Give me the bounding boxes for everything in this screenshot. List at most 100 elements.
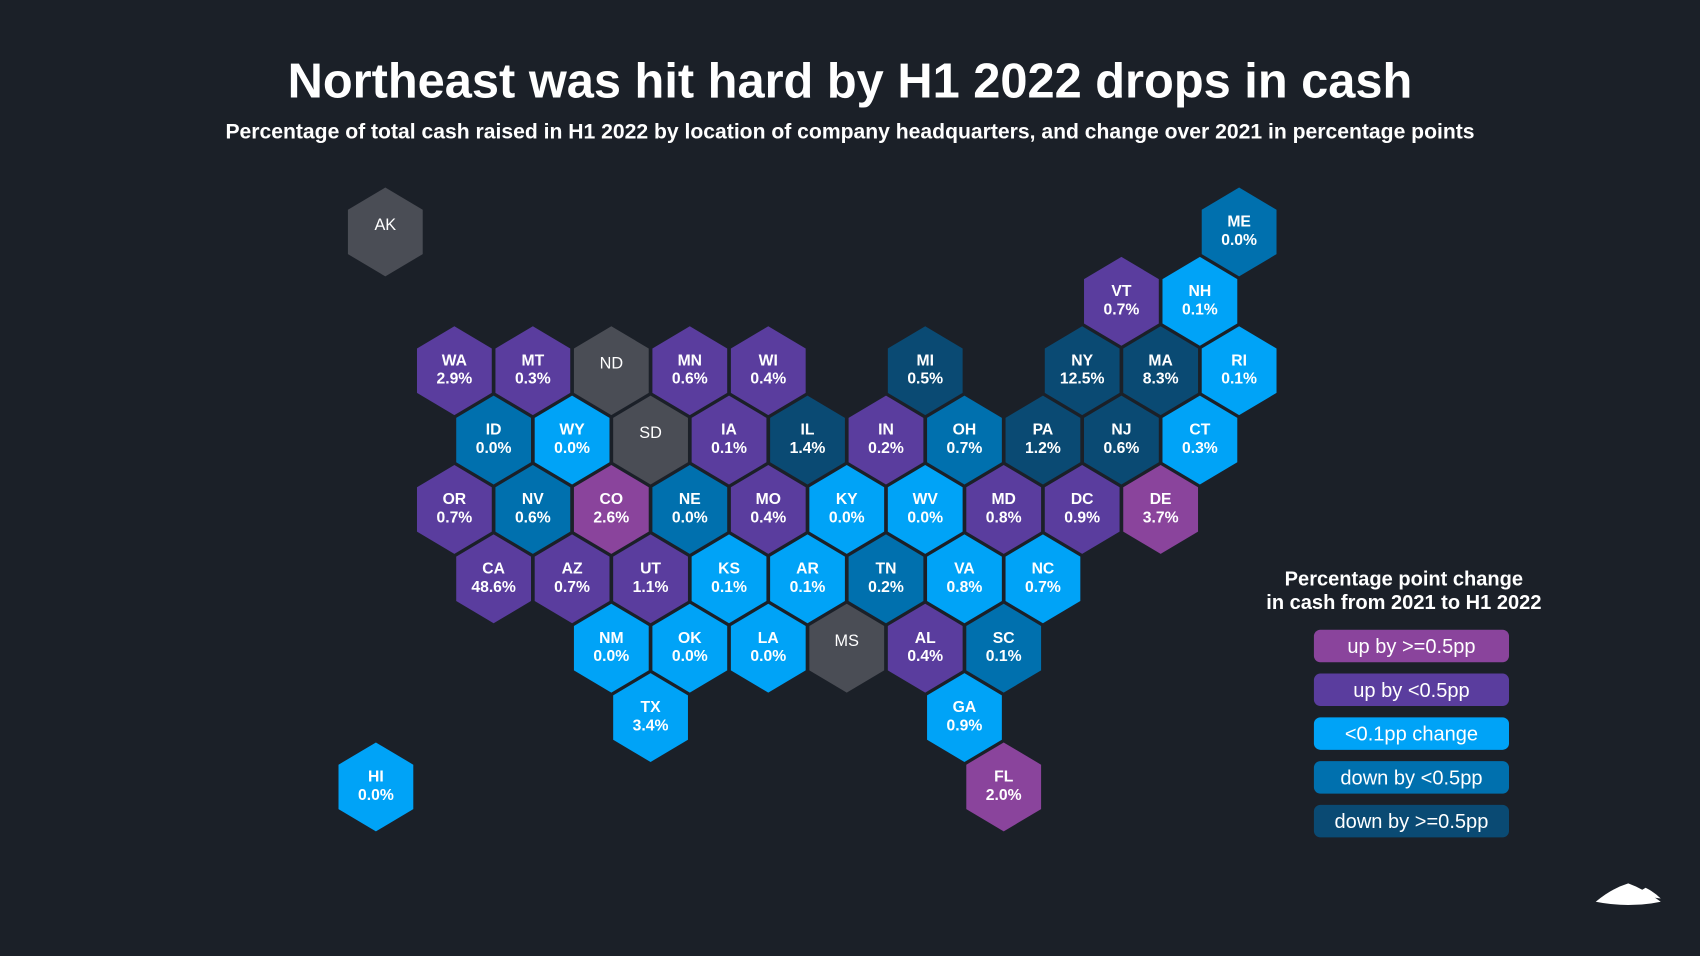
- state-hex-ms: MS: [809, 603, 885, 693]
- state-hex-ga: GA 0.9%: [927, 673, 1002, 762]
- state-code-label: AZ: [562, 560, 583, 577]
- state-hex-md: MD0.8%: [966, 464, 1042, 554]
- state-code-label: WA: [442, 352, 467, 369]
- state-value-label: 0.1%: [711, 440, 747, 457]
- state-hex-me: ME0.0%: [1201, 187, 1277, 277]
- state-code-label: NJ: [1111, 422, 1131, 439]
- hex-shape: [730, 603, 806, 693]
- state-hex-ok: OK0.0%: [652, 603, 728, 693]
- state-code-label: AK: [374, 216, 396, 234]
- state-hex-mt: MT 0.3%: [495, 326, 571, 416]
- state-value-label: 48.6%: [471, 579, 516, 596]
- state-code-label: WI: [759, 352, 778, 369]
- state-code-label: KY: [836, 491, 858, 508]
- state-hex-pa: PA1.2%: [1005, 395, 1081, 485]
- state-value-label: 0.2%: [868, 440, 904, 457]
- hex-shape: [652, 603, 728, 693]
- state-code-label: VA: [954, 560, 975, 577]
- state-hex-co: CO2.6%: [573, 464, 649, 554]
- legend-label: up by <0.5pp: [1353, 680, 1469, 702]
- state-code-label: ME: [1227, 214, 1251, 231]
- hex-shape: [613, 534, 688, 624]
- hex-shape: [416, 464, 492, 554]
- state-code-label: CO: [600, 491, 624, 508]
- state-code-label: MT: [522, 352, 545, 369]
- state-value-label: 0.0%: [593, 648, 629, 665]
- state-code-label: MI: [916, 352, 933, 369]
- state-value-label: 8.3%: [1143, 371, 1179, 388]
- state-code-label: MS: [835, 632, 860, 650]
- state-value-label: 0.0%: [358, 787, 394, 804]
- state-hex-nd: ND: [573, 326, 649, 416]
- state-hex-vt: VT0.7%: [1084, 256, 1159, 346]
- state-hex-ar: AR 0.1%: [770, 534, 845, 624]
- state-code-label: CA: [482, 560, 505, 577]
- state-code-label: LA: [758, 630, 779, 647]
- state-code-label: DE: [1150, 491, 1172, 508]
- state-code-label: MO: [756, 491, 781, 508]
- state-code-label: DC: [1071, 491, 1094, 508]
- state-code-label: IN: [878, 422, 894, 439]
- state-code-label: WV: [913, 491, 939, 508]
- state-value-label: 0.7%: [1104, 301, 1140, 318]
- state-value-label: 0.2%: [868, 579, 904, 596]
- state-value-label: 12.5%: [1060, 371, 1105, 388]
- hex-shape: [927, 534, 1002, 624]
- state-value-label: 0.3%: [1182, 440, 1218, 457]
- state-value-label: 2.9%: [436, 371, 472, 388]
- state-hex-de: DE3.7%: [1123, 464, 1199, 554]
- brand-logo: [1595, 883, 1661, 906]
- state-hex-ne: NE0.0%: [652, 464, 728, 554]
- hex-shape: [495, 464, 571, 554]
- hex-shape: [1044, 326, 1120, 416]
- state-code-label: PA: [1033, 422, 1054, 439]
- state-code-label: IA: [721, 422, 737, 439]
- hex-shape: [456, 534, 532, 624]
- hex-shape: [1084, 256, 1159, 346]
- hex-shape: [1201, 187, 1277, 277]
- state-code-label: GA: [953, 699, 977, 716]
- state-hex-mi: MI 0.5%: [887, 326, 963, 416]
- state-value-label: 1.1%: [633, 579, 669, 596]
- hex-shape: [691, 534, 767, 624]
- state-code-label: OR: [443, 491, 467, 508]
- hex-shape: [1123, 464, 1199, 554]
- hex-shape: [966, 464, 1042, 554]
- state-value-label: 0.0%: [672, 648, 708, 665]
- state-code-label: OK: [678, 630, 702, 647]
- state-value-label: 0.0%: [750, 648, 786, 665]
- state-hex-ak: AK: [347, 187, 423, 277]
- state-hex-nm: NM0.0%: [573, 603, 649, 693]
- state-hex-sc: SC0.1%: [966, 603, 1042, 693]
- hex-shape: [338, 742, 414, 832]
- hex-shape: [495, 326, 571, 416]
- state-code-label: UT: [640, 560, 661, 577]
- state-value-label: 0.7%: [554, 579, 590, 596]
- legend-item-u2: up by >=0.5pp: [1313, 629, 1510, 663]
- state-value-label: 0.3%: [515, 371, 551, 388]
- state-hex-ny: NY 12.5%: [1044, 326, 1120, 416]
- state-value-label: 0.1%: [711, 579, 747, 596]
- state-hex-nh: NH0.1%: [1162, 256, 1238, 346]
- state-hex-va: VA 0.8%: [927, 534, 1002, 624]
- hex-shape: [887, 326, 963, 416]
- hex-shape: [770, 534, 845, 624]
- state-hex-oh: OH0.7%: [927, 395, 1002, 485]
- legend-swatch: [1313, 761, 1510, 794]
- state-code-label: SC: [993, 630, 1015, 647]
- state-value-label: 0.4%: [750, 371, 786, 388]
- state-value-label: 0.8%: [947, 579, 983, 596]
- state-hex-fl: FL 2.0%: [966, 742, 1042, 832]
- hex-shape: [534, 395, 610, 485]
- state-hex-al: AL0.4%: [887, 603, 963, 693]
- state-value-label: 0.8%: [986, 509, 1022, 526]
- hex-shape: [1162, 256, 1238, 346]
- state-value-label: 0.1%: [986, 648, 1022, 665]
- state-hex-nj: NJ0.6%: [1084, 395, 1159, 485]
- hex-shape: [887, 464, 963, 554]
- state-hex-ri: RI 0.1%: [1201, 326, 1277, 416]
- state-value-label: 1.2%: [1025, 440, 1061, 457]
- state-code-label: SD: [639, 424, 662, 442]
- state-hex-ca: CA 48.6%: [456, 534, 532, 624]
- state-hex-tx: TX 3.4%: [613, 673, 688, 762]
